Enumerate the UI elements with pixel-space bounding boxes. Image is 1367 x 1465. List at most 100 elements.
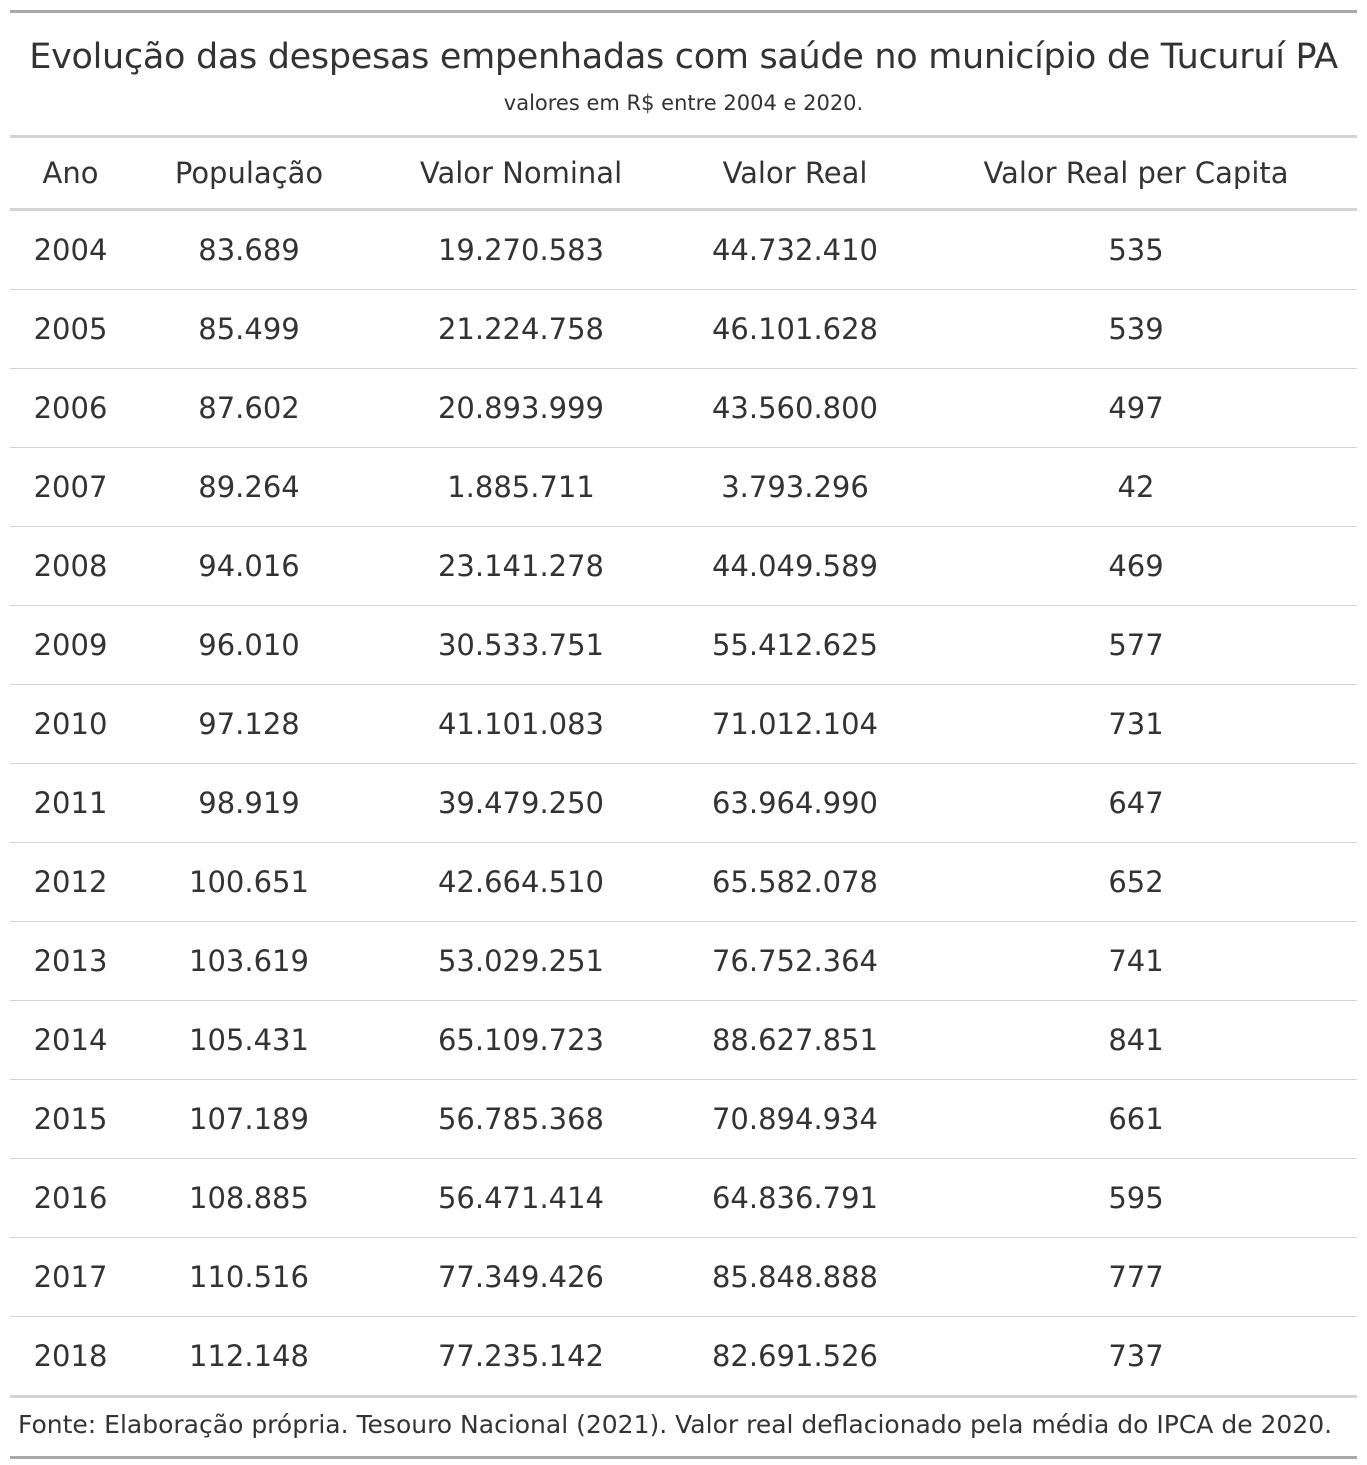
table-cell: 65.582.078 <box>675 842 915 922</box>
table-cell: 71.012.104 <box>675 684 915 764</box>
table-row: 2005 85.499 21.224.758 46.101.628 539 <box>10 289 1357 369</box>
table-cell: 841 <box>915 1000 1357 1080</box>
top-rule <box>10 10 1357 13</box>
table-cell: 731 <box>915 684 1357 764</box>
table-row: 2017 110.516 77.349.426 85.848.888 777 <box>10 1237 1357 1317</box>
table-cell: 737 <box>915 1316 1357 1398</box>
table-row: 2013 103.619 53.029.251 76.752.364 741 <box>10 921 1357 1001</box>
header-row: Ano População Valor Nominal Valor Real Valor… <box>10 135 1357 211</box>
table-row: 2008 94.016 23.141.278 44.049.589 469 <box>10 526 1357 606</box>
table-cell: 98.919 <box>131 763 367 843</box>
table-cell: 94.016 <box>131 526 367 606</box>
table-cell: 65.109.723 <box>367 1000 675 1080</box>
table-cell: 2006 <box>10 368 131 448</box>
table-cell: 82.691.526 <box>675 1316 915 1398</box>
data-table-container: Evolução das despesas empenhadas com saú… <box>10 10 1357 1459</box>
table-cell: 89.264 <box>131 447 367 527</box>
table-cell: 2012 <box>10 842 131 922</box>
table-cell: 2005 <box>10 289 131 369</box>
table-cell: 76.752.364 <box>675 921 915 1001</box>
table-cell: 777 <box>915 1237 1357 1317</box>
table-row: 2012 100.651 42.664.510 65.582.078 652 <box>10 842 1357 922</box>
table-cell: 497 <box>915 368 1357 448</box>
table-cell: 469 <box>915 526 1357 606</box>
table-cell: 88.627.851 <box>675 1000 915 1080</box>
column-header: Valor Real per Capita <box>915 135 1357 211</box>
bottom-rule <box>10 1456 1357 1459</box>
table-cell: 63.964.990 <box>675 763 915 843</box>
table-cell: 2010 <box>10 684 131 764</box>
table-cell: 2008 <box>10 526 131 606</box>
column-header: Valor Nominal <box>367 135 675 211</box>
table-cell: 56.785.368 <box>367 1079 675 1159</box>
table-row: 2010 97.128 41.101.083 71.012.104 731 <box>10 684 1357 764</box>
table-cell: 107.189 <box>131 1079 367 1159</box>
table-cell: 23.141.278 <box>367 526 675 606</box>
table-cell: 87.602 <box>131 368 367 448</box>
table-cell: 46.101.628 <box>675 289 915 369</box>
table-cell: 85.848.888 <box>675 1237 915 1317</box>
table-cell: 96.010 <box>131 605 367 685</box>
table-row: 2009 96.010 30.533.751 55.412.625 577 <box>10 605 1357 685</box>
table-cell: 20.893.999 <box>367 368 675 448</box>
table-body: 2004 83.689 19.270.583 44.732.410 535 2005 85.… <box>10 209 1357 1398</box>
table-cell: 2017 <box>10 1237 131 1317</box>
table-cell: 2014 <box>10 1000 131 1080</box>
table-cell: 2011 <box>10 763 131 843</box>
column-header: Valor Real <box>675 135 915 211</box>
table-cell: 97.128 <box>131 684 367 764</box>
table-row: 2015 107.189 56.785.368 70.894.934 661 <box>10 1079 1357 1159</box>
table-row: 2014 105.431 65.109.723 88.627.851 841 <box>10 1000 1357 1080</box>
table-cell: 2007 <box>10 447 131 527</box>
table-row: 2006 87.602 20.893.999 43.560.800 497 <box>10 368 1357 448</box>
table-cell: 2013 <box>10 921 131 1001</box>
table-cell: 539 <box>915 289 1357 369</box>
table-cell: 85.499 <box>131 289 367 369</box>
table-cell: 2015 <box>10 1079 131 1159</box>
table-row: 2016 108.885 56.471.414 64.836.791 595 <box>10 1158 1357 1238</box>
table-cell: 55.412.625 <box>675 605 915 685</box>
table-cell: 77.235.142 <box>367 1316 675 1398</box>
table-row: 2011 98.919 39.479.250 63.964.990 647 <box>10 763 1357 843</box>
column-header: Ano <box>10 135 131 211</box>
table-cell: 112.148 <box>131 1316 367 1398</box>
table-cell: 43.560.800 <box>675 368 915 448</box>
table-cell: 44.049.589 <box>675 526 915 606</box>
table-cell: 577 <box>915 605 1357 685</box>
table-cell: 41.101.083 <box>367 684 675 764</box>
table-cell: 21.224.758 <box>367 289 675 369</box>
table-cell: 661 <box>915 1079 1357 1159</box>
table-cell: 39.479.250 <box>367 763 675 843</box>
table-cell: 103.619 <box>131 921 367 1001</box>
table-cell: 652 <box>915 842 1357 922</box>
table-cell: 110.516 <box>131 1237 367 1317</box>
table-cell: 1.885.711 <box>367 447 675 527</box>
table-cell: 56.471.414 <box>367 1158 675 1238</box>
table-cell: 108.885 <box>131 1158 367 1238</box>
table-cell: 83.689 <box>131 209 367 290</box>
table-footnote: Fonte: Elaboração própria. Tesouro Nacio… <box>18 1410 1333 1439</box>
table-cell: 535 <box>915 209 1357 290</box>
table-cell: 77.349.426 <box>367 1237 675 1317</box>
table-cell: 105.431 <box>131 1000 367 1080</box>
table-cell: 2004 <box>10 209 131 290</box>
data-table: Ano População Valor Nominal Valor Real Valor… <box>10 135 1357 1398</box>
table-row: 2007 89.264 1.885.711 3.793.296 42 <box>10 447 1357 527</box>
table-title: Evolução das despesas empenhadas com saú… <box>29 37 1338 77</box>
table-cell: 70.894.934 <box>675 1079 915 1159</box>
column-header: População <box>131 135 367 211</box>
table-cell: 647 <box>915 763 1357 843</box>
table-row: 2004 83.689 19.270.583 44.732.410 535 <box>10 209 1357 290</box>
table-cell: 64.836.791 <box>675 1158 915 1238</box>
table-cell: 2016 <box>10 1158 131 1238</box>
table-cell: 42.664.510 <box>367 842 675 922</box>
table-cell: 100.651 <box>131 842 367 922</box>
table-cell: 19.270.583 <box>367 209 675 290</box>
table-cell: 44.732.410 <box>675 209 915 290</box>
table-cell: 2018 <box>10 1316 131 1398</box>
table-cell: 741 <box>915 921 1357 1001</box>
table-cell: 53.029.251 <box>367 921 675 1001</box>
table-subtitle: valores em R$ entre 2004 e 2020. <box>503 91 864 115</box>
table-cell: 3.793.296 <box>675 447 915 527</box>
table-row: 2018 112.148 77.235.142 82.691.526 737 <box>10 1316 1357 1398</box>
